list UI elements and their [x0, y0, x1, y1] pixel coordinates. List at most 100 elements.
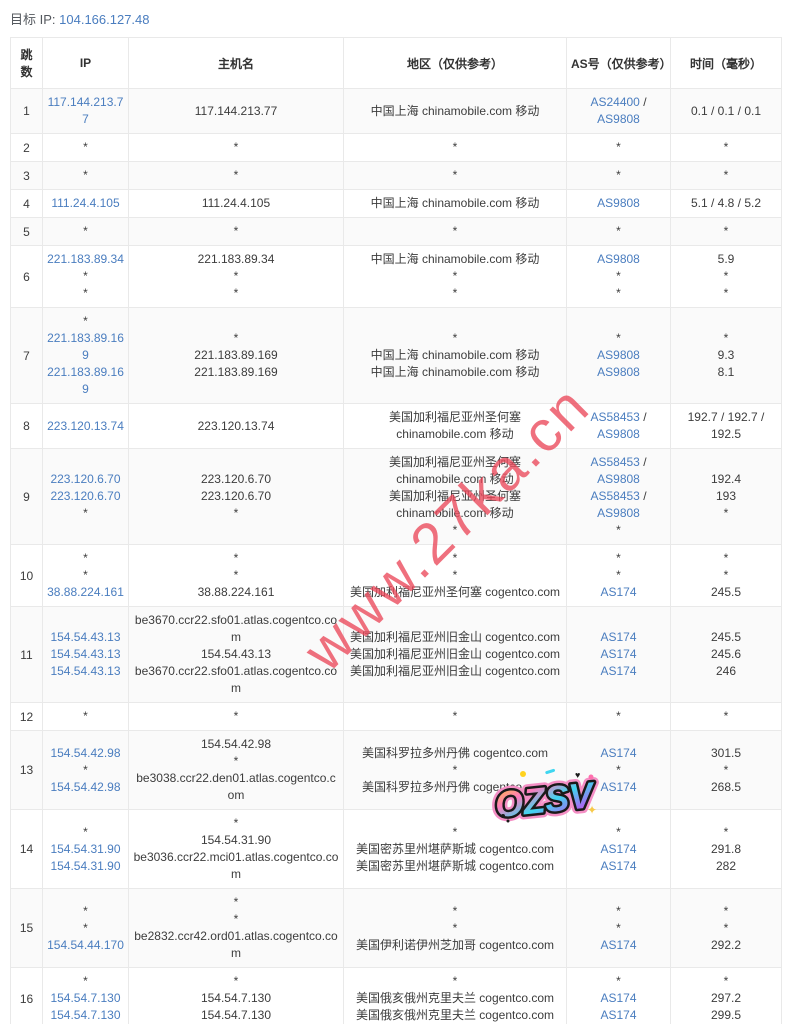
ip-link[interactable]: 154.54.44.170 — [47, 937, 124, 952]
asn-cell: AS58453 / AS9808 AS58453 / AS9808 * — [566, 448, 671, 545]
no-response-star: * — [723, 269, 729, 283]
ip-cell: * * 38.88.224.161 — [42, 544, 129, 607]
asn-link[interactable]: AS9808 — [597, 348, 640, 362]
hop-cell: 3 — [10, 161, 43, 190]
asn-link[interactable]: AS174 — [600, 991, 637, 1005]
hostname-cell: 223.120.6.70 223.120.6.70 * — [128, 448, 344, 545]
time-cell: * * 292.2 — [670, 888, 782, 968]
ip-link[interactable]: 221.183.89.34 — [47, 252, 124, 266]
asn-link[interactable]: AS58453 — [590, 489, 640, 503]
no-response-star: * — [233, 568, 239, 582]
hop-cell: 11 — [10, 606, 43, 703]
table-row: 11 154.54.43.13 154.54.43.13 154.54.43.13 be… — [10, 606, 782, 703]
asn-link[interactable]: AS9808 — [597, 506, 640, 520]
ip-link[interactable]: 221.183.89.169 — [47, 365, 124, 396]
time-cell: * — [670, 702, 782, 731]
no-response-star: * — [723, 224, 729, 238]
ip-link[interactable]: 154.54.42.98 — [50, 745, 121, 760]
hop-cell: 13 — [10, 730, 43, 810]
no-response-star: * — [83, 903, 88, 918]
region-cell: 美国科罗拉多州丹佛 cogentco.com * 美国科罗拉多州丹佛 cogentc… — [343, 730, 567, 810]
asn-link[interactable]: AS58453 — [590, 455, 640, 469]
time-cell: * — [670, 133, 782, 162]
no-response-star: * — [723, 568, 729, 582]
no-response-star: * — [233, 269, 239, 283]
no-response-star: * — [233, 140, 239, 154]
asn-link[interactable]: AS24400 — [590, 95, 640, 109]
asn-link[interactable]: AS174 — [600, 585, 637, 599]
ip-link[interactable]: 154.54.43.13 — [50, 630, 121, 644]
no-response-star: * — [452, 920, 458, 935]
ip-link[interactable]: 38.88.224.161 — [47, 585, 124, 599]
asn-link[interactable]: AS174 — [600, 664, 637, 678]
asn-link[interactable]: AS9808 — [597, 365, 640, 379]
hostname-cell: * * be2832.ccr42.ord01.atlas.cogentco.com — [128, 888, 344, 968]
hop-cell: 5 — [10, 217, 43, 246]
ip-link[interactable]: 154.54.7.130 — [50, 991, 121, 1005]
time-cell: 301.5 * 268.5 — [670, 730, 782, 810]
asn-link[interactable]: AS9808 — [597, 252, 640, 266]
no-response-star: * — [83, 762, 88, 777]
hop-cell: 7 — [10, 307, 43, 404]
hostname-cell: * 221.183.89.169 221.183.89.169 — [128, 307, 344, 404]
asn-link[interactable]: AS174 — [600, 647, 637, 661]
no-response-star: * — [452, 974, 458, 988]
asn-link[interactable]: AS9808 — [597, 196, 640, 210]
hop-cell: 12 — [10, 702, 43, 731]
ip-link[interactable]: 154.54.43.13 — [50, 647, 121, 661]
time-cell: * 297.2 299.5 — [670, 967, 782, 1024]
no-response-star: * — [616, 269, 621, 283]
hop-cell: 16 — [10, 967, 43, 1024]
region-cell: * — [343, 161, 567, 190]
ip-link[interactable]: 111.24.4.105 — [51, 196, 120, 210]
ip-link[interactable]: 117.144.213.77 — [47, 95, 124, 126]
asn-link[interactable]: AS9808 — [597, 427, 640, 441]
no-response-star: * — [616, 168, 621, 182]
hop-cell: 2 — [10, 133, 43, 162]
no-response-star: * — [83, 140, 88, 154]
ip-link[interactable]: 223.120.13.74 — [47, 418, 124, 433]
asn-link[interactable]: AS9808 — [597, 112, 640, 126]
no-response-star: * — [616, 224, 621, 238]
asn-link[interactable]: AS58453 — [590, 410, 640, 424]
asn-link[interactable]: AS174 — [600, 779, 637, 794]
table-row: 8 223.120.13.74 223.120.13.74 美国加利福尼亚州圣何塞 c… — [10, 403, 782, 449]
region-cell: 中国上海 chinamobile.com 移动 — [343, 189, 567, 218]
no-response-star: * — [616, 568, 621, 582]
ip-link[interactable]: 154.54.31.90 — [50, 841, 121, 856]
hostname-cell: * — [128, 161, 344, 190]
asn-link[interactable]: AS174 — [600, 1008, 637, 1022]
ip-link[interactable]: 223.120.6.70 — [50, 489, 121, 503]
time-cell: * 291.8 282 — [670, 809, 782, 889]
no-response-star: * — [233, 895, 239, 909]
region-cell: * — [343, 133, 567, 162]
region-cell: * 中国上海 chinamobile.com 移动 中国上海 chinamobile… — [343, 307, 567, 404]
ip-link[interactable]: 154.54.7.130 — [50, 1008, 121, 1022]
no-response-star: * — [452, 903, 458, 918]
asn-cell: * — [566, 702, 671, 731]
no-response-star: * — [723, 762, 729, 777]
asn-link[interactable]: AS9808 — [597, 472, 640, 486]
region-cell: 美国加利福尼亚州旧金山 cogentco.com 美国加利福尼亚州旧金山 coge… — [343, 606, 567, 703]
asn-link[interactable]: AS174 — [600, 630, 637, 644]
target-ip-value[interactable]: 104.166.127.48 — [59, 12, 150, 27]
asn-link[interactable]: AS174 — [600, 745, 637, 760]
ip-cell: 223.120.13.74 — [42, 403, 129, 449]
no-response-star: * — [616, 903, 621, 918]
region-cell: 中国上海 chinamobile.com 移动 — [343, 88, 567, 134]
asn-cell: * AS174 AS174 — [566, 967, 671, 1024]
asn-cell: * — [566, 161, 671, 190]
ip-link[interactable]: 221.183.89.169 — [47, 331, 124, 362]
asn-link[interactable]: AS174 — [600, 937, 637, 952]
ip-link[interactable]: 223.120.6.70 — [50, 472, 121, 486]
table-row: 9 223.120.6.70 223.120.6.70 * 223.120.6.70 22… — [10, 448, 782, 545]
no-response-star: * — [723, 551, 729, 565]
no-response-star: * — [452, 551, 458, 565]
asn-link[interactable]: AS174 — [600, 858, 637, 873]
asn-link[interactable]: AS174 — [600, 841, 637, 856]
ip-link[interactable]: 154.54.43.13 — [50, 664, 121, 678]
ip-link[interactable]: 154.54.42.98 — [50, 779, 121, 794]
ip-link[interactable]: 154.54.31.90 — [50, 858, 121, 873]
no-response-star: * — [233, 912, 239, 926]
region-cell: 中国上海 chinamobile.com 移动 * * — [343, 245, 567, 308]
